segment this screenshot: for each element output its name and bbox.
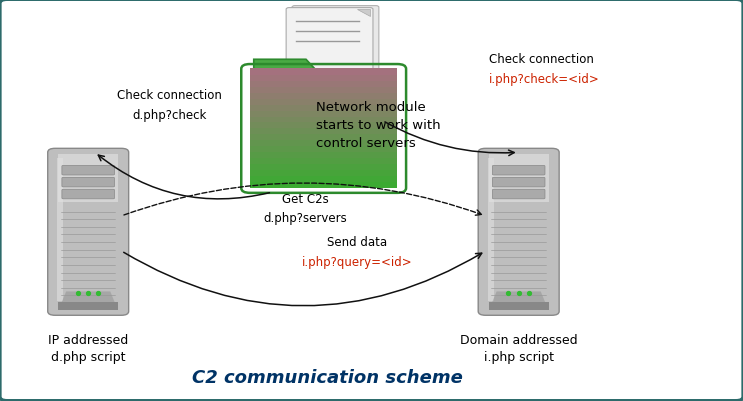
Text: d.php?servers: d.php?servers: [264, 212, 347, 225]
Text: d.php?check: d.php?check: [132, 109, 207, 122]
Bar: [58, 302, 118, 310]
Bar: [58, 155, 118, 203]
Text: IP addressed
d.php script: IP addressed d.php script: [48, 333, 129, 363]
FancyBboxPatch shape: [48, 149, 129, 316]
Text: i.php?query=<id>: i.php?query=<id>: [302, 255, 412, 268]
Bar: [250, 141, 398, 147]
Bar: [250, 99, 398, 105]
Bar: [250, 75, 398, 81]
Bar: [250, 87, 398, 93]
Text: Get C2s: Get C2s: [282, 192, 328, 205]
Bar: [488, 302, 549, 310]
Bar: [250, 135, 398, 141]
Bar: [250, 105, 398, 111]
Text: i.php?check=<id>: i.php?check=<id>: [489, 73, 600, 86]
FancyBboxPatch shape: [493, 166, 545, 176]
Text: Check connection: Check connection: [117, 89, 221, 102]
Text: Domain addressed
i.php script: Domain addressed i.php script: [460, 333, 577, 363]
Text: C2 communication scheme: C2 communication scheme: [192, 368, 463, 386]
Bar: [250, 117, 398, 123]
Bar: [250, 129, 398, 135]
FancyBboxPatch shape: [292, 6, 379, 75]
Text: Check connection: Check connection: [489, 53, 594, 66]
Polygon shape: [489, 292, 548, 310]
Bar: [250, 176, 398, 183]
Bar: [487, 159, 493, 302]
Bar: [250, 93, 398, 99]
FancyBboxPatch shape: [62, 178, 114, 187]
Bar: [250, 123, 398, 129]
Polygon shape: [59, 292, 117, 310]
Bar: [57, 159, 63, 302]
Bar: [488, 155, 549, 203]
FancyBboxPatch shape: [286, 8, 373, 77]
Bar: [250, 158, 398, 165]
Text: Send data: Send data: [327, 236, 387, 249]
FancyBboxPatch shape: [493, 190, 545, 199]
Bar: [250, 81, 398, 87]
Bar: [250, 147, 398, 153]
FancyBboxPatch shape: [62, 166, 114, 176]
Bar: [250, 69, 398, 76]
Polygon shape: [254, 60, 315, 70]
Bar: [250, 182, 398, 188]
FancyBboxPatch shape: [62, 190, 114, 199]
Bar: [250, 152, 398, 159]
Bar: [250, 111, 398, 117]
FancyBboxPatch shape: [478, 149, 559, 316]
FancyBboxPatch shape: [493, 178, 545, 187]
Polygon shape: [357, 10, 370, 17]
Bar: [250, 170, 398, 177]
Text: Network module
starts to work with
control servers: Network module starts to work with contr…: [317, 101, 441, 150]
Bar: [250, 164, 398, 171]
